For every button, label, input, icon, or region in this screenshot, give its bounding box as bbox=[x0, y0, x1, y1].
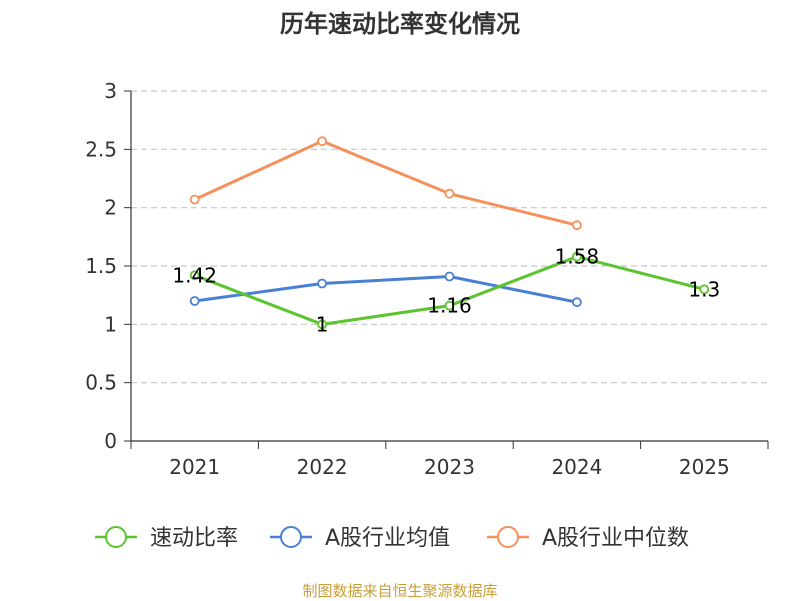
y-tick-label: 1 bbox=[104, 312, 117, 336]
source-note: 制图数据来自恒生聚源数据库 bbox=[302, 582, 498, 600]
axis-layer: 0 0.5 1 1.5 2 2.5 3 2021 2022 2023 2024 2025 bbox=[85, 79, 769, 479]
legend-item: A股行业中位数 bbox=[487, 526, 689, 551]
data-point bbox=[317, 319, 328, 330]
data-label: 1.58 bbox=[555, 245, 600, 269]
data-point bbox=[572, 220, 582, 231]
series-line-1 bbox=[194, 275, 578, 304]
data-point bbox=[699, 284, 710, 295]
y-tick-label: 0 bbox=[104, 429, 117, 453]
y-tick-label: 0.5 bbox=[85, 371, 117, 395]
legend-marker bbox=[497, 526, 519, 548]
legend-item: A股行业均值 bbox=[270, 526, 450, 551]
x-tick-label: 2021 bbox=[169, 455, 220, 479]
data-point bbox=[317, 278, 328, 289]
data-label-layer: 1.42 1 1.16 1.58 1.3 bbox=[172, 245, 720, 337]
series-line-2 bbox=[194, 139, 578, 227]
legend-marker bbox=[280, 526, 302, 548]
y-tick-label: 1.5 bbox=[85, 254, 117, 278]
legend-item: 速动比率 bbox=[95, 526, 238, 551]
x-tick-label: 2023 bbox=[424, 455, 475, 479]
data-point bbox=[572, 297, 582, 308]
data-point bbox=[189, 194, 200, 205]
series-layer bbox=[189, 136, 710, 330]
x-tick-label: 2025 bbox=[679, 455, 730, 479]
legend: 速动比率 A股行业均值 A股行业中位数 bbox=[95, 526, 689, 551]
chart-title: 历年速动比率变化情况 bbox=[280, 10, 520, 38]
data-point bbox=[444, 188, 455, 199]
data-label: 1 bbox=[316, 312, 329, 336]
legend-marker bbox=[105, 526, 127, 548]
data-label: 1.42 bbox=[172, 263, 217, 287]
data-point bbox=[444, 300, 455, 311]
y-tick-label: 2 bbox=[104, 196, 117, 220]
data-point bbox=[189, 296, 200, 306]
data-point bbox=[572, 251, 582, 262]
legend-label: 速动比率 bbox=[150, 526, 238, 551]
data-label: 1.3 bbox=[688, 277, 720, 301]
x-tick-label: 2024 bbox=[551, 455, 602, 479]
y-tick-label: 2.5 bbox=[85, 137, 117, 161]
data-label: 1.16 bbox=[427, 294, 472, 318]
legend-label: A股行业中位数 bbox=[542, 526, 689, 551]
grid-layer bbox=[131, 90, 768, 384]
legend-label: A股行业均值 bbox=[325, 526, 450, 551]
data-point bbox=[189, 270, 200, 281]
data-point bbox=[444, 271, 455, 282]
y-tick-label: 3 bbox=[104, 79, 117, 103]
data-point bbox=[317, 136, 328, 147]
x-tick-label: 2022 bbox=[297, 455, 348, 479]
